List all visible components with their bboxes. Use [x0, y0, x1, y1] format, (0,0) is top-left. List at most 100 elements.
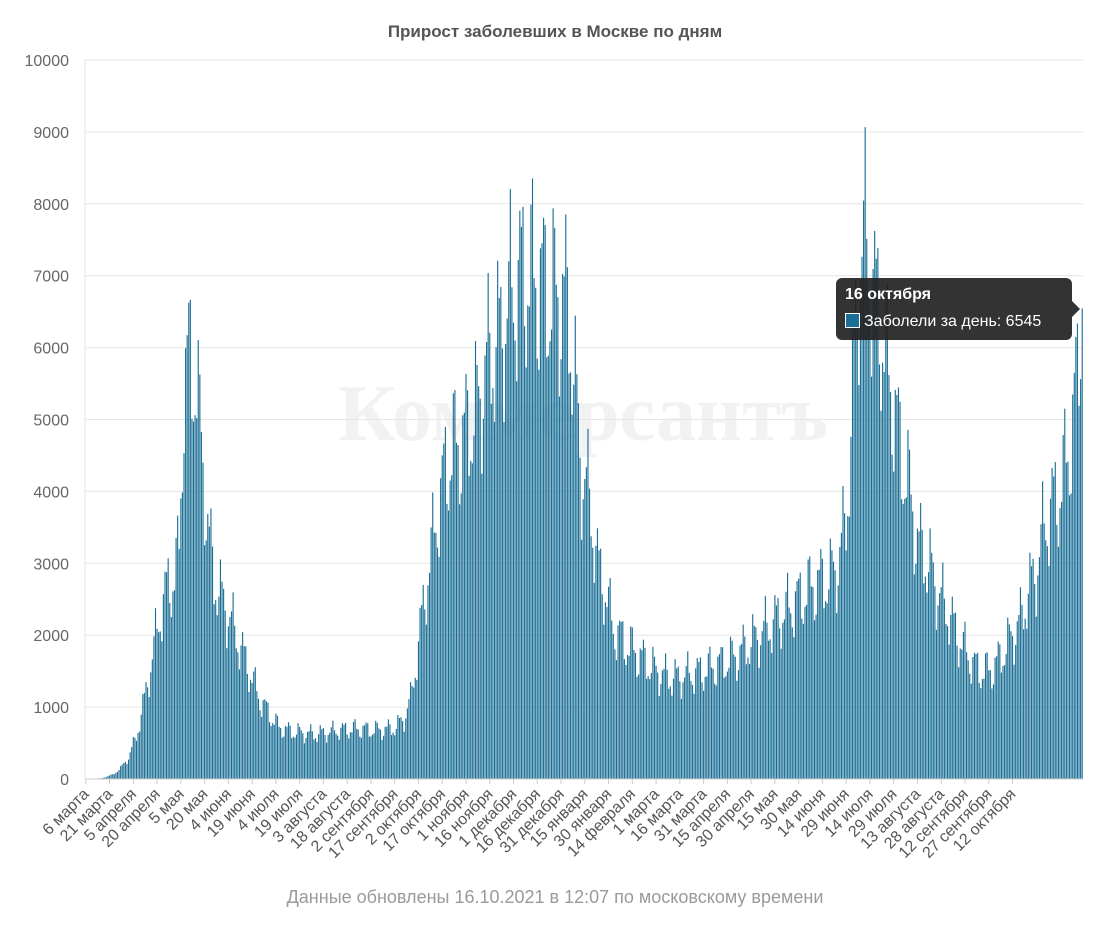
daily-bar[interactable]	[945, 623, 947, 779]
daily-bar[interactable]	[1013, 664, 1015, 779]
daily-bar[interactable]	[1057, 546, 1060, 779]
daily-bar[interactable]	[311, 731, 313, 779]
daily-bar[interactable]	[604, 602, 606, 779]
daily-bar[interactable]	[441, 455, 443, 779]
daily-bar[interactable]	[134, 737, 136, 779]
daily-bar[interactable]	[587, 428, 589, 779]
daily-bar[interactable]	[333, 730, 336, 779]
daily-bar[interactable]	[169, 602, 171, 779]
daily-bar[interactable]	[403, 731, 405, 779]
daily-bar[interactable]	[443, 443, 445, 779]
daily-bar[interactable]	[864, 127, 866, 779]
daily-bar[interactable]	[771, 652, 773, 779]
daily-bar[interactable]	[758, 667, 760, 779]
daily-bar[interactable]	[219, 559, 222, 779]
daily-bar[interactable]	[307, 731, 309, 779]
daily-bar[interactable]	[132, 737, 134, 779]
daily-bar[interactable]	[1061, 501, 1063, 779]
daily-bar[interactable]	[493, 421, 496, 779]
daily-bar[interactable]	[500, 286, 502, 779]
daily-bar[interactable]	[422, 584, 424, 779]
daily-bar[interactable]	[850, 436, 852, 779]
daily-bar[interactable]	[639, 648, 641, 780]
daily-bar[interactable]	[942, 562, 944, 779]
daily-bar[interactable]	[744, 636, 746, 779]
daily-bar[interactable]	[105, 777, 107, 779]
daily-bar[interactable]	[352, 721, 355, 779]
daily-bar[interactable]	[764, 595, 766, 779]
daily-bar[interactable]	[584, 479, 586, 779]
daily-bar[interactable]	[319, 725, 321, 779]
daily-bar[interactable]	[653, 656, 656, 779]
daily-bar[interactable]	[229, 616, 231, 779]
daily-bar[interactable]	[665, 653, 667, 779]
daily-bar[interactable]	[752, 614, 754, 779]
daily-bar[interactable]	[245, 646, 247, 779]
daily-bar[interactable]	[617, 625, 619, 779]
daily-bar[interactable]	[438, 556, 440, 779]
daily-bar[interactable]	[718, 654, 721, 779]
daily-bar[interactable]	[530, 204, 532, 780]
daily-bar[interactable]	[273, 724, 275, 779]
daily-bar[interactable]	[267, 702, 269, 779]
daily-bar[interactable]	[413, 687, 415, 779]
daily-bar[interactable]	[189, 299, 191, 779]
daily-bar[interactable]	[308, 731, 310, 779]
daily-bar[interactable]	[646, 678, 648, 779]
daily-bar[interactable]	[1048, 565, 1050, 779]
daily-bar[interactable]	[747, 657, 749, 779]
daily-bar[interactable]	[774, 595, 776, 779]
daily-bar[interactable]	[1068, 495, 1071, 779]
daily-bar[interactable]	[1043, 523, 1045, 779]
daily-bar[interactable]	[790, 613, 792, 779]
daily-bar[interactable]	[1072, 394, 1074, 779]
daily-bar[interactable]	[750, 647, 752, 779]
daily-bar[interactable]	[192, 421, 195, 779]
daily-bar[interactable]	[531, 178, 534, 780]
daily-bar[interactable]	[756, 639, 759, 779]
daily-bar[interactable]	[276, 715, 279, 779]
daily-bar[interactable]	[630, 626, 632, 779]
daily-bar[interactable]	[707, 653, 709, 779]
daily-bar[interactable]	[167, 558, 169, 779]
daily-bar[interactable]	[785, 591, 787, 779]
daily-bar[interactable]	[875, 258, 877, 779]
daily-bar[interactable]	[113, 774, 115, 779]
daily-bar[interactable]	[897, 387, 900, 779]
daily-bar[interactable]	[351, 732, 353, 779]
daily-bar[interactable]	[543, 217, 545, 779]
daily-bar[interactable]	[847, 516, 849, 779]
daily-bar[interactable]	[661, 670, 663, 779]
daily-bar[interactable]	[745, 664, 747, 779]
daily-bar[interactable]	[154, 608, 157, 779]
daily-bar[interactable]	[696, 657, 698, 779]
daily-bar[interactable]	[907, 430, 909, 779]
daily-bar[interactable]	[671, 695, 673, 779]
daily-bar[interactable]	[375, 720, 377, 779]
daily-bar[interactable]	[1046, 546, 1048, 779]
daily-bar[interactable]	[253, 671, 255, 779]
daily-bar[interactable]	[463, 412, 465, 779]
daily-bar[interactable]	[207, 513, 209, 779]
daily-bar[interactable]	[188, 302, 190, 779]
daily-bar[interactable]	[428, 572, 431, 779]
daily-bar[interactable]	[962, 631, 964, 779]
daily-bar[interactable]	[601, 594, 603, 779]
daily-bar[interactable]	[467, 390, 469, 779]
daily-bar[interactable]	[210, 508, 212, 779]
daily-bar[interactable]	[975, 654, 977, 779]
daily-bar[interactable]	[755, 627, 757, 779]
daily-bar[interactable]	[788, 607, 790, 779]
daily-bar[interactable]	[115, 772, 117, 779]
daily-bar[interactable]	[175, 537, 177, 779]
daily-bar[interactable]	[569, 372, 572, 779]
daily-bar[interactable]	[631, 627, 633, 779]
daily-bar[interactable]	[135, 740, 138, 779]
daily-bar[interactable]	[330, 727, 332, 779]
daily-bar[interactable]	[688, 672, 690, 779]
daily-bar[interactable]	[615, 660, 618, 779]
daily-bar[interactable]	[953, 613, 955, 779]
daily-bar[interactable]	[710, 667, 713, 779]
daily-bar[interactable]	[208, 526, 210, 779]
daily-bar[interactable]	[853, 325, 855, 779]
